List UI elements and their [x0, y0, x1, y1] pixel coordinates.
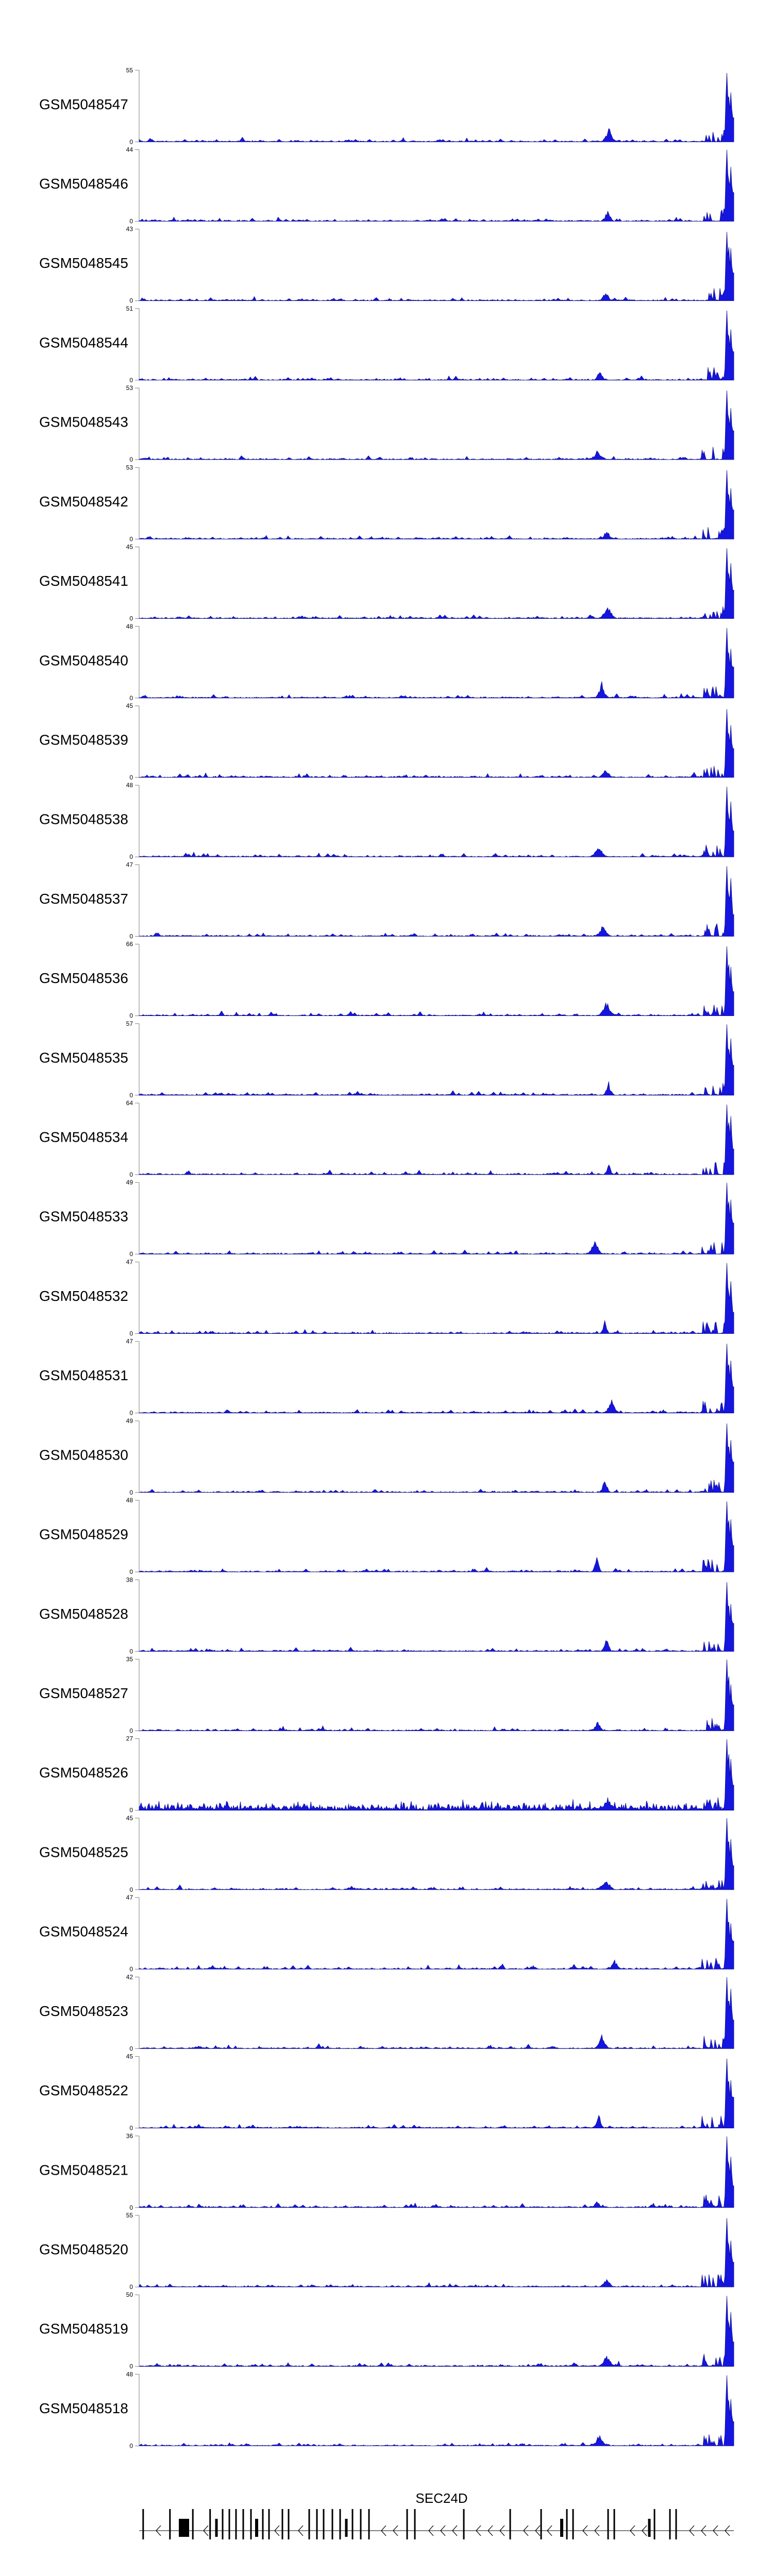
svg-text:GSM5048545: GSM5048545	[39, 255, 128, 271]
svg-text:0: 0	[129, 1489, 133, 1496]
svg-text:0: 0	[129, 2125, 133, 2132]
svg-text:GSM5048540: GSM5048540	[39, 652, 128, 668]
svg-text:GSM5048530: GSM5048530	[39, 1447, 128, 1463]
svg-text:47: 47	[126, 1338, 133, 1345]
svg-text:GSM5048523: GSM5048523	[39, 2003, 128, 2019]
svg-text:GSM5048522: GSM5048522	[39, 2082, 128, 2098]
svg-text:0: 0	[129, 2442, 133, 2449]
svg-text:47: 47	[126, 1894, 133, 1901]
svg-text:45: 45	[126, 702, 133, 709]
svg-text:0: 0	[129, 2283, 133, 2291]
svg-text:GSM5048533: GSM5048533	[39, 1209, 128, 1225]
svg-text:0: 0	[129, 1727, 133, 1735]
svg-text:GSM5048538: GSM5048538	[39, 811, 128, 827]
svg-text:53: 53	[126, 384, 133, 392]
svg-text:0: 0	[129, 853, 133, 860]
svg-text:49: 49	[126, 1417, 133, 1425]
svg-text:GSM5048547: GSM5048547	[39, 96, 128, 112]
svg-text:35: 35	[126, 1656, 133, 1663]
svg-text:0: 0	[129, 138, 133, 145]
svg-text:GSM5048526: GSM5048526	[39, 1765, 128, 1781]
svg-text:0: 0	[129, 377, 133, 384]
svg-text:0: 0	[129, 218, 133, 225]
svg-text:49: 49	[126, 1179, 133, 1186]
svg-text:GSM5048531: GSM5048531	[39, 1367, 128, 1383]
svg-text:GSM5048537: GSM5048537	[39, 891, 128, 907]
svg-text:48: 48	[126, 623, 133, 630]
svg-text:GSM5048544: GSM5048544	[39, 334, 128, 350]
svg-text:64: 64	[126, 1099, 133, 1107]
svg-text:0: 0	[129, 933, 133, 940]
svg-text:53: 53	[126, 464, 133, 471]
svg-text:0: 0	[129, 1410, 133, 1417]
svg-text:48: 48	[126, 1497, 133, 1504]
svg-text:GSM5048536: GSM5048536	[39, 970, 128, 986]
svg-text:42: 42	[126, 1973, 133, 1980]
svg-text:47: 47	[126, 1259, 133, 1266]
svg-text:48: 48	[126, 782, 133, 789]
svg-text:0: 0	[129, 297, 133, 304]
svg-text:GSM5048518: GSM5048518	[39, 2400, 128, 2416]
svg-text:SEC24D: SEC24D	[415, 2490, 467, 2506]
svg-text:0: 0	[129, 1092, 133, 1099]
svg-text:GSM5048541: GSM5048541	[39, 573, 128, 589]
svg-text:GSM5048539: GSM5048539	[39, 732, 128, 748]
svg-text:0: 0	[129, 1012, 133, 1020]
svg-text:GSM5048542: GSM5048542	[39, 494, 128, 510]
svg-text:45: 45	[126, 2053, 133, 2060]
svg-text:0: 0	[129, 1648, 133, 1655]
svg-text:0: 0	[129, 1330, 133, 1337]
svg-text:55: 55	[126, 2212, 133, 2219]
svg-text:48: 48	[126, 2370, 133, 2378]
svg-text:50: 50	[126, 2291, 133, 2298]
svg-text:0: 0	[129, 1965, 133, 1973]
svg-text:0: 0	[129, 694, 133, 702]
svg-text:0: 0	[129, 1807, 133, 1814]
svg-text:0: 0	[129, 2045, 133, 2052]
svg-text:0: 0	[129, 1250, 133, 1258]
svg-text:0: 0	[129, 1886, 133, 1893]
svg-text:GSM5048534: GSM5048534	[39, 1129, 128, 1145]
svg-text:GSM5048527: GSM5048527	[39, 1685, 128, 1701]
svg-text:0: 0	[129, 535, 133, 543]
svg-text:GSM5048528: GSM5048528	[39, 1606, 128, 1622]
svg-text:0: 0	[129, 456, 133, 463]
svg-text:0: 0	[129, 2204, 133, 2211]
svg-text:GSM5048546: GSM5048546	[39, 176, 128, 192]
svg-text:27: 27	[126, 1735, 133, 1742]
svg-text:55: 55	[126, 66, 133, 74]
svg-text:38: 38	[126, 1576, 133, 1583]
svg-text:GSM5048520: GSM5048520	[39, 2242, 128, 2258]
svg-text:47: 47	[126, 861, 133, 868]
svg-text:45: 45	[126, 1815, 133, 1822]
svg-text:57: 57	[126, 1020, 133, 1027]
svg-text:GSM5048543: GSM5048543	[39, 414, 128, 430]
svg-text:51: 51	[126, 305, 133, 312]
svg-text:GSM5048524: GSM5048524	[39, 1924, 128, 1940]
svg-text:GSM5048535: GSM5048535	[39, 1049, 128, 1065]
svg-text:GSM5048519: GSM5048519	[39, 2321, 128, 2337]
svg-text:0: 0	[129, 1568, 133, 1575]
svg-text:44: 44	[126, 146, 133, 154]
svg-text:GSM5048529: GSM5048529	[39, 1527, 128, 1543]
svg-text:0: 0	[129, 774, 133, 781]
svg-text:GSM5048532: GSM5048532	[39, 1288, 128, 1304]
svg-text:36: 36	[126, 2132, 133, 2140]
svg-text:0: 0	[129, 1171, 133, 1178]
svg-text:GSM5048521: GSM5048521	[39, 2162, 128, 2178]
svg-text:0: 0	[129, 615, 133, 622]
svg-text:45: 45	[126, 544, 133, 551]
svg-text:GSM5048525: GSM5048525	[39, 1844, 128, 1860]
svg-text:0: 0	[129, 2363, 133, 2370]
svg-text:43: 43	[126, 226, 133, 233]
svg-text:66: 66	[126, 941, 133, 948]
